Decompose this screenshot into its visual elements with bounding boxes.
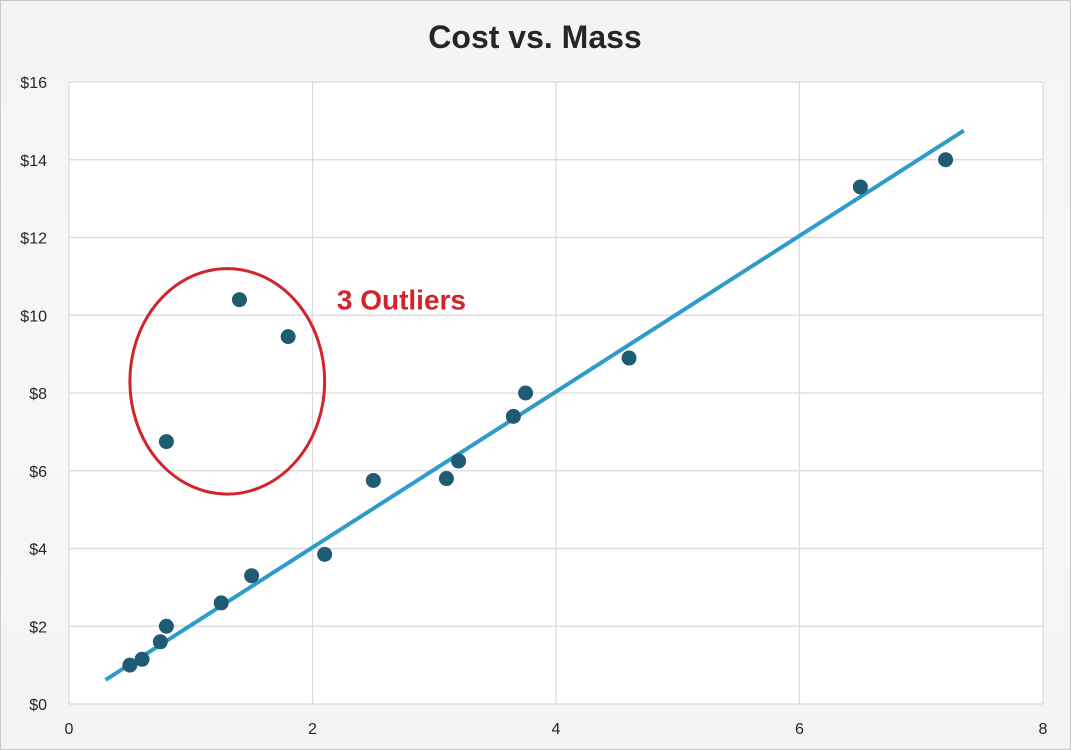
y-tick-label: $4: [29, 542, 47, 559]
y-tick-label: $16: [20, 75, 47, 92]
chart-title: Cost vs. Mass: [428, 19, 641, 55]
y-tick-label: $2: [29, 619, 47, 636]
data-point: [158, 618, 174, 634]
data-point: [244, 568, 260, 584]
x-tick-label: 0: [65, 721, 74, 738]
data-point: [280, 329, 296, 345]
data-point: [621, 350, 637, 366]
data-point: [505, 408, 521, 424]
annotation-layer: 3 Outliers: [128, 267, 466, 496]
x-tick-label: 2: [308, 721, 317, 738]
x-tick-label: 8: [1039, 721, 1048, 738]
tick-labels: $0 $2 $4 $6 $8 $10 $12 $14 $16 0 2 4 6 8: [20, 75, 1047, 738]
y-tick-label: $14: [20, 153, 47, 170]
data-points: [122, 152, 954, 673]
data-point: [365, 472, 381, 488]
data-point: [158, 434, 174, 450]
x-tick-label: 4: [552, 721, 561, 738]
data-point: [134, 651, 150, 667]
data-point: [152, 634, 168, 650]
outlier-ellipse: [128, 267, 327, 496]
data-point: [852, 179, 868, 195]
data-point: [122, 657, 138, 673]
y-tick-label: $12: [20, 231, 47, 248]
y-tick-label: $0: [29, 697, 47, 714]
data-point: [317, 546, 333, 562]
data-point: [938, 152, 954, 168]
data-point: [518, 385, 534, 401]
data-point: [213, 595, 229, 611]
y-tick-label: $8: [29, 386, 47, 403]
trendline-layer: [104, 128, 965, 682]
y-tick-label: $6: [29, 464, 47, 481]
x-tick-label: 6: [795, 721, 804, 738]
gridlines: [68, 81, 1044, 705]
data-point: [438, 471, 454, 487]
data-point: [451, 453, 467, 469]
outlier-annotation-label: 3 Outliers: [337, 285, 466, 316]
data-point: [231, 292, 247, 308]
trendline: [104, 128, 965, 682]
y-tick-label: $10: [20, 308, 47, 325]
